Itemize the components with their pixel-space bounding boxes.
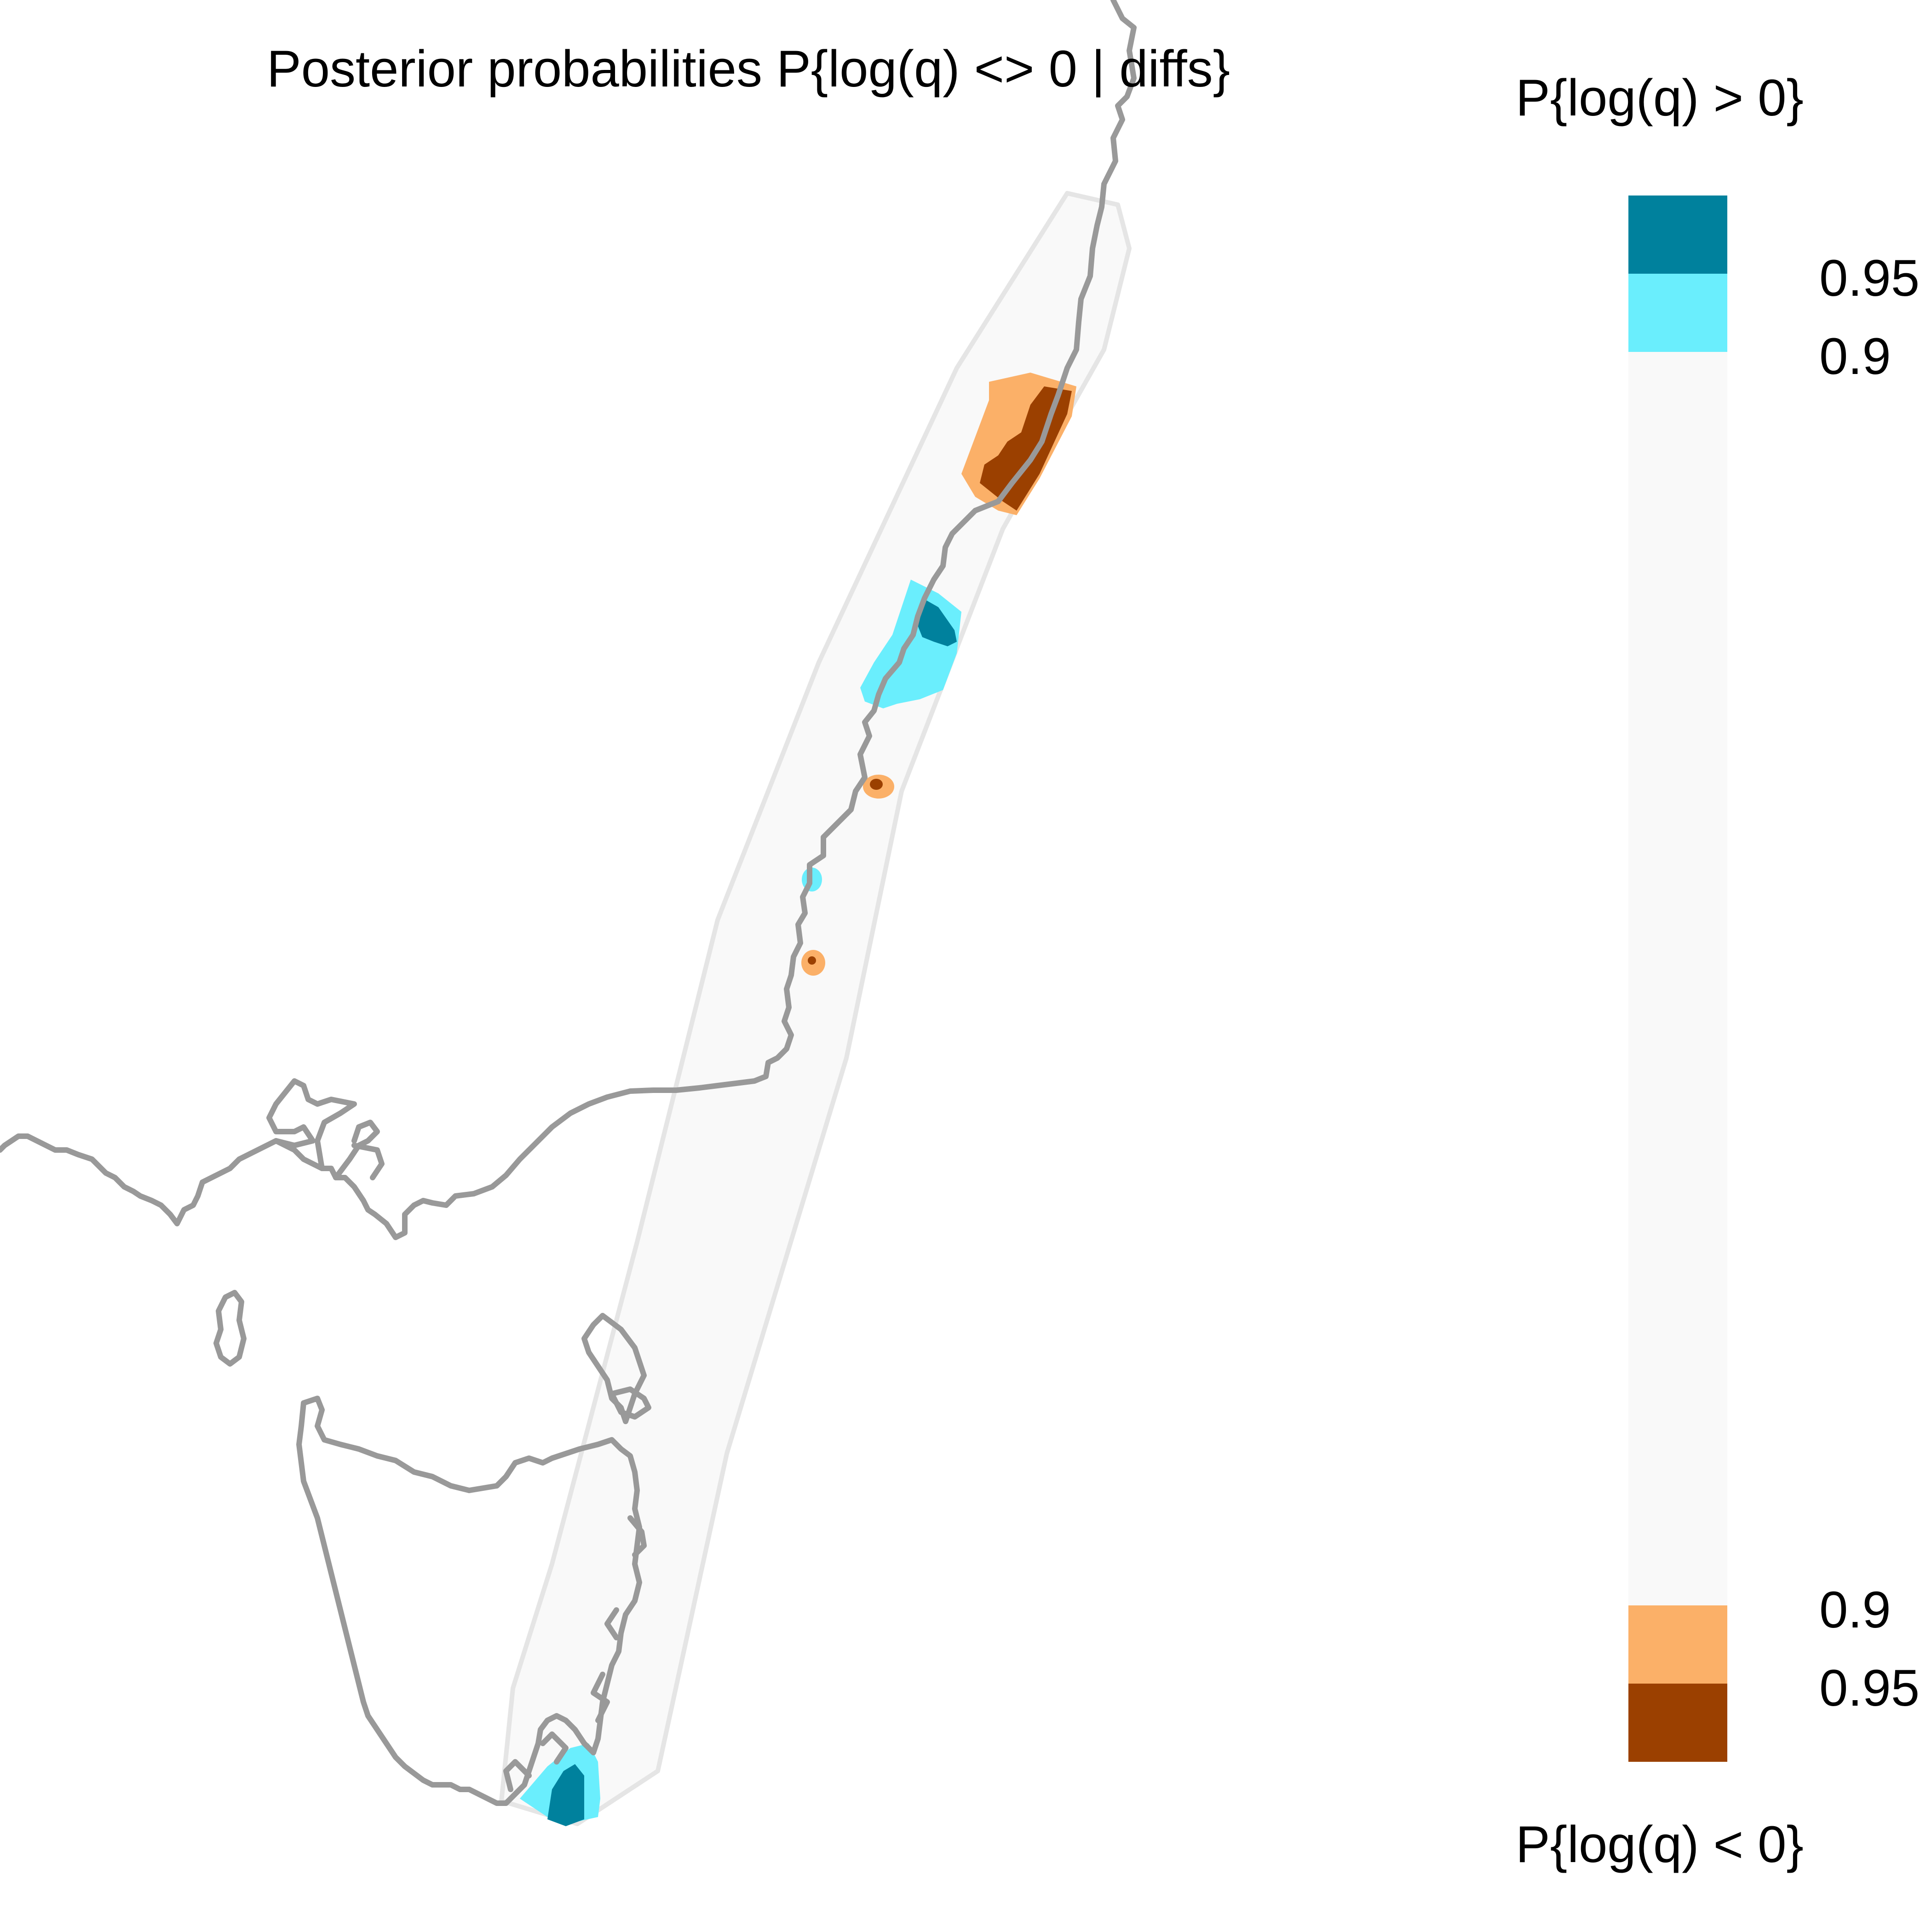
legend-label-positive-90: 0.9 <box>1819 328 1891 385</box>
legend-swatch-neutral <box>1628 352 1727 1605</box>
coastline-western-port <box>333 1120 385 1180</box>
legend-label-negative-95: 0.95 <box>1819 1659 1920 1717</box>
coastline-port-phillip <box>266 1078 357 1171</box>
patch-positive-95-central <box>918 598 957 646</box>
coastline-tasmania-southeast <box>503 1731 569 1792</box>
legend-swatch-negative-95 <box>1628 1684 1727 1762</box>
island-king <box>213 1290 247 1367</box>
legend-title-positive: P{log(q) > 0} <box>1516 69 1804 126</box>
patch-negative-95-small-b <box>808 956 816 965</box>
legend-label-negative-90: 0.9 <box>1819 1581 1891 1639</box>
patch-negative-95-small-a <box>870 779 883 790</box>
legend-swatch-positive-95 <box>1628 196 1727 274</box>
legend-swatch-positive-90 <box>1628 274 1727 352</box>
coastline-mainland <box>0 0 1137 1240</box>
patch-positive-95-south <box>547 1764 584 1826</box>
legend-label-positive-95: 0.95 <box>1819 249 1920 307</box>
island-flinders <box>581 1313 647 1424</box>
legend-swatch-negative-90 <box>1628 1605 1727 1684</box>
plot-title: Posterior probabilities P{log(q) <> 0 | … <box>267 40 1230 98</box>
study-region-polygon <box>499 191 1132 1826</box>
coastline-tasmania-east <box>591 1515 647 1723</box>
island-cape-barren <box>609 1386 651 1420</box>
legend-title-negative: P{log(q) < 0} <box>1516 1816 1804 1873</box>
island-tasmania <box>296 1396 642 1806</box>
